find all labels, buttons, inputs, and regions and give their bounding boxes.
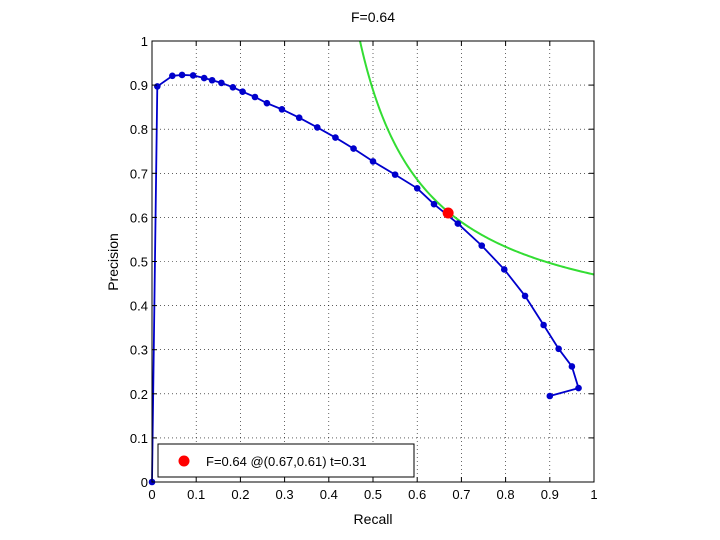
y-tick-label: 0 (141, 475, 148, 490)
pr-curve-point (500, 266, 508, 273)
pr-curve-point (540, 321, 547, 329)
pr-curve-point (278, 106, 286, 113)
ticks (151, 40, 595, 483)
chart-title: F=0.64 (351, 9, 395, 25)
y-tick-label: 0.8 (130, 122, 148, 137)
y-tick-label: 0.1 (130, 431, 148, 446)
x-axis-label: Recall (354, 511, 393, 527)
y-tick-label: 0.2 (130, 387, 148, 402)
iso-f-layer (358, 41, 594, 276)
pr-curve-point (208, 76, 216, 84)
x-tick-labels: 0 0.1 0.2 0.3 0.4 0.5 0.6 0.7 0.8 0.9 1 (148, 487, 597, 502)
legend-entry: F=0.64 @(0.67,0.61) t=0.31 (206, 454, 367, 469)
pr-curve-point (350, 145, 357, 152)
x-tick-label: 0.9 (541, 487, 559, 502)
pr-curve-point (391, 171, 399, 178)
x-tick-label: 0.7 (452, 487, 470, 502)
x-tick-label: 0.6 (408, 487, 426, 502)
pr-curve-point (555, 345, 562, 353)
x-tick-label: 0.1 (187, 487, 205, 502)
pr-curve-point (239, 88, 246, 96)
y-tick-label: 0.7 (130, 166, 148, 181)
x-tick-label: 0 (148, 487, 155, 502)
x-tick-label: 1 (590, 487, 597, 502)
y-tick-label: 0.3 (130, 343, 148, 358)
y-tick-label: 0.9 (130, 78, 148, 93)
pr-curve-point (251, 93, 259, 101)
grid (152, 41, 594, 482)
pr-curve-point (568, 363, 576, 370)
pr-curve-point (314, 124, 321, 131)
x-tick-label: 0.3 (276, 487, 294, 502)
x-tick-label: 0.5 (364, 487, 382, 502)
pr-curve-point (369, 158, 377, 165)
pr-curve-point (478, 242, 486, 249)
best-f-point (442, 207, 454, 219)
y-tick-label: 0.4 (130, 299, 148, 314)
pr-curve-point (154, 83, 161, 90)
iso-f-curve (358, 41, 594, 276)
x-tick-label: 0.4 (320, 487, 338, 502)
pr-curve-point (229, 84, 237, 91)
pr-curve-point (218, 79, 225, 87)
pr-curve-point (263, 99, 271, 107)
pr-curve-point (332, 134, 339, 141)
pr-curve-point (521, 292, 529, 300)
y-tick-label: 0.6 (130, 210, 148, 225)
pr-curve-point (178, 71, 186, 79)
legend: F=0.64 @(0.67,0.61) t=0.31 (157, 443, 415, 478)
legend-box (157, 443, 415, 478)
pr-curve-point (454, 220, 462, 227)
y-tick-labels: 0 0.1 0.2 0.3 0.4 0.5 0.6 0.7 0.8 0.9 1 (130, 34, 148, 490)
pr-curve-point (546, 392, 554, 400)
pr-curve-point (413, 184, 421, 192)
y-axis-label: Precision (105, 233, 121, 291)
y-tick-label: 1 (141, 34, 148, 49)
x-tick-label: 0.8 (497, 487, 515, 502)
x-tick-label: 0.2 (231, 487, 249, 502)
pr-curve-point (430, 200, 438, 208)
pr-curve-point (295, 114, 303, 122)
pr-curve-point (575, 384, 582, 392)
legend-marker (178, 455, 190, 467)
series-layer (148, 71, 582, 486)
y-tick-label: 0.5 (130, 255, 148, 270)
pr-curve-point (169, 72, 176, 80)
pr-curve-point (189, 72, 197, 79)
pr-curve-point (200, 74, 208, 82)
